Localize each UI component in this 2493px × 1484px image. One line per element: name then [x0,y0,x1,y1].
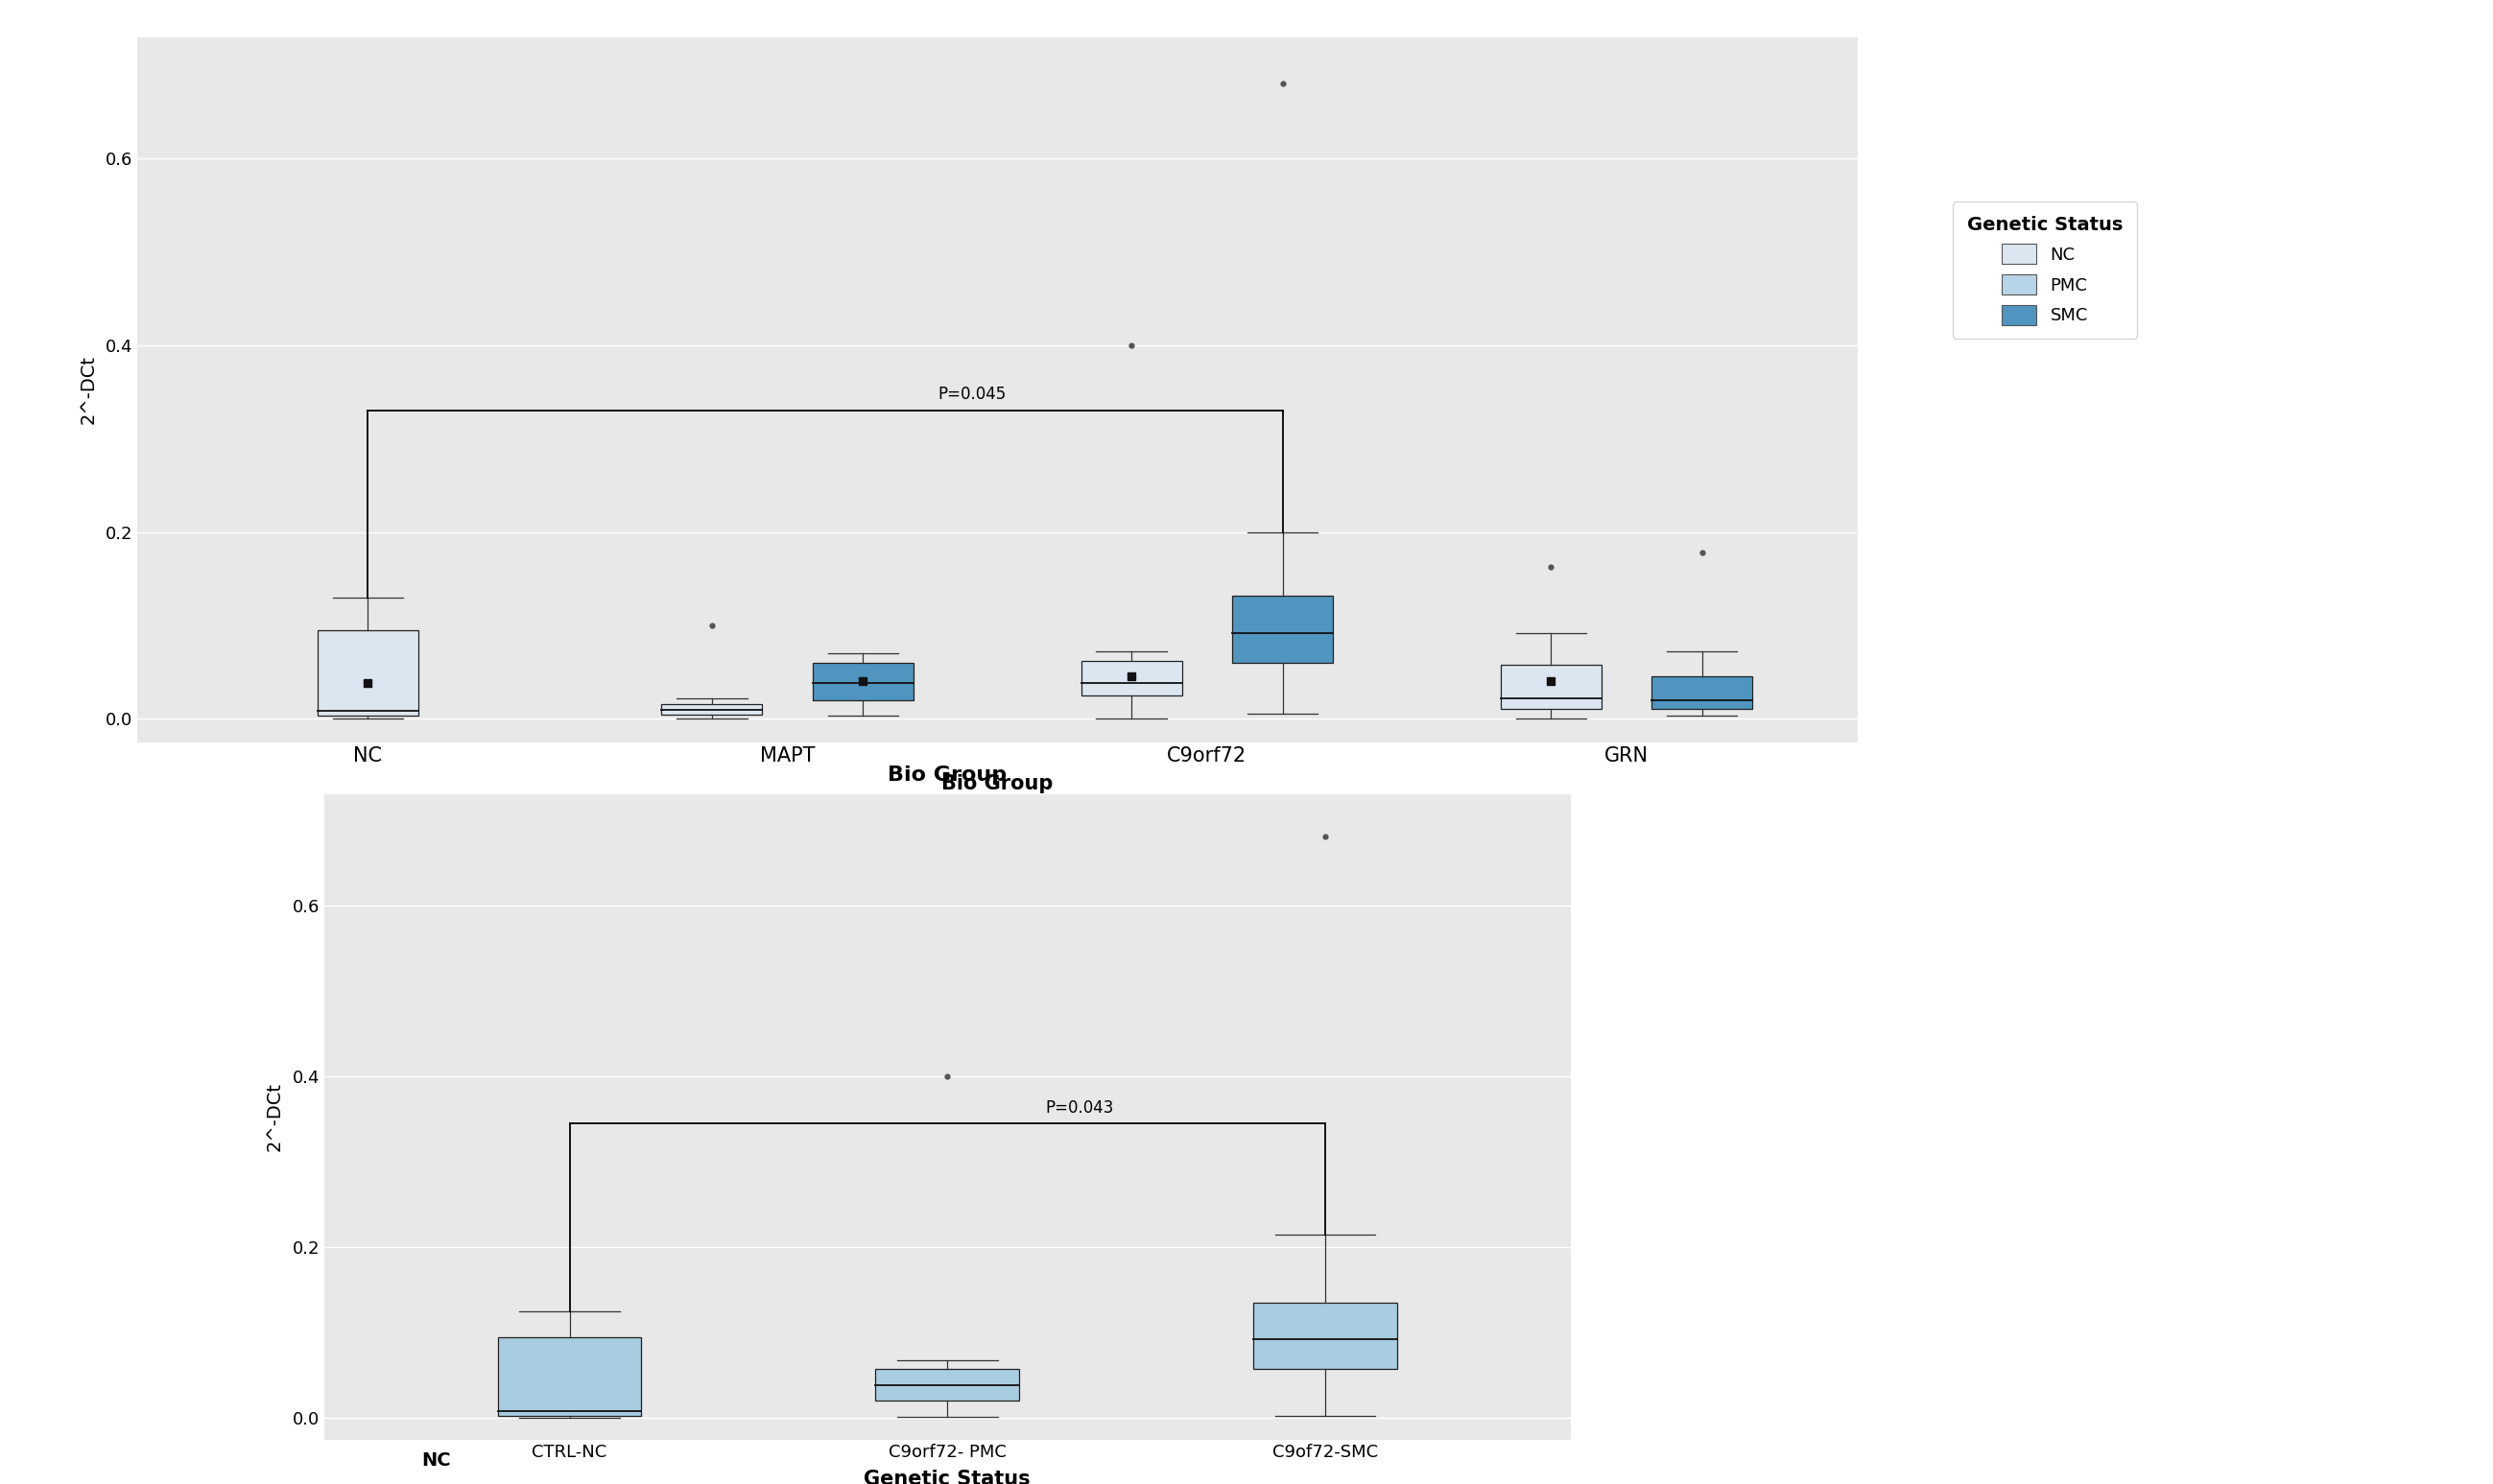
Bar [813,663,912,700]
Text: P=0.043: P=0.043 [1045,1100,1114,1116]
Text: P=0.045: P=0.045 [937,386,1007,404]
Bar [1082,660,1182,696]
Y-axis label: 2^-DCt: 2^-DCt [267,1082,284,1152]
Legend: NC, PMC, SMC: NC, PMC, SMC [1952,202,2137,338]
Bar [661,703,763,715]
Title: Bio Group: Bio Group [888,766,1007,785]
X-axis label: Bio Group: Bio Group [942,773,1052,792]
Bar [875,1368,1020,1401]
X-axis label: Genetic Status: Genetic Status [865,1469,1030,1484]
Bar [1653,677,1753,709]
Text: NC: NC [421,1451,451,1471]
Bar [499,1337,641,1416]
Bar [1254,1303,1396,1368]
Bar [1501,665,1601,709]
Bar [317,631,419,715]
Bar [1232,595,1334,663]
Y-axis label: 2^-DCt: 2^-DCt [80,355,97,424]
